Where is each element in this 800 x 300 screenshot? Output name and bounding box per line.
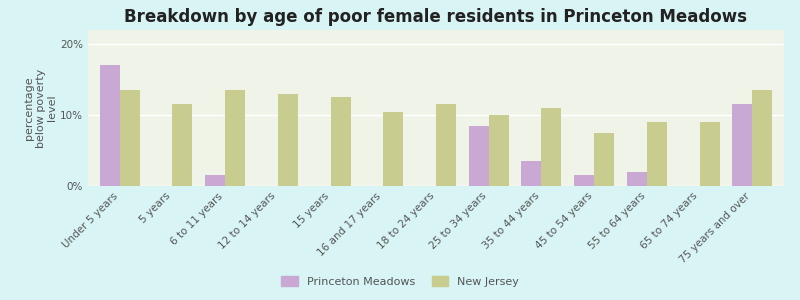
Bar bbox=[732, 104, 752, 186]
Legend: Princeton Meadows, New Jersey: Princeton Meadows, New Jersey bbox=[277, 272, 523, 291]
Bar bbox=[120, 90, 140, 186]
Bar bbox=[436, 104, 456, 186]
Bar bbox=[594, 133, 614, 186]
Bar bbox=[383, 112, 403, 186]
Bar bbox=[225, 90, 245, 186]
Bar bbox=[752, 90, 773, 186]
Bar bbox=[100, 65, 120, 186]
Bar bbox=[205, 176, 225, 186]
Title: Breakdown by age of poor female residents in Princeton Meadows: Breakdown by age of poor female resident… bbox=[125, 8, 747, 26]
Bar bbox=[522, 161, 542, 186]
Bar bbox=[278, 94, 298, 186]
Y-axis label: percentage
below poverty
level: percentage below poverty level bbox=[24, 68, 58, 148]
Bar bbox=[647, 122, 667, 186]
Bar bbox=[469, 126, 489, 186]
Bar bbox=[172, 104, 193, 186]
Bar bbox=[489, 115, 509, 186]
Bar bbox=[700, 122, 720, 186]
Bar bbox=[574, 176, 594, 186]
Bar bbox=[542, 108, 562, 186]
Bar bbox=[627, 172, 647, 186]
Bar bbox=[330, 98, 350, 186]
